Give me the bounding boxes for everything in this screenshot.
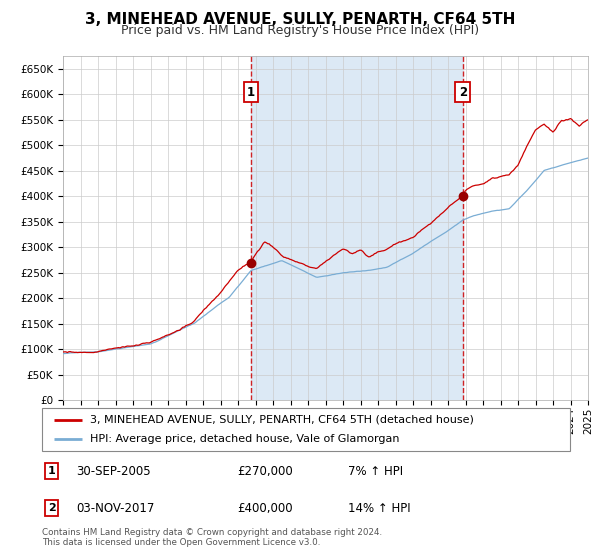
Text: Contains HM Land Registry data © Crown copyright and database right 2024.
This d: Contains HM Land Registry data © Crown c… (42, 528, 382, 547)
Text: 30-SEP-2005: 30-SEP-2005 (76, 465, 151, 478)
Text: 7% ↑ HPI: 7% ↑ HPI (348, 465, 403, 478)
Text: £400,000: £400,000 (238, 502, 293, 515)
Text: 2: 2 (47, 503, 55, 513)
Text: 1: 1 (47, 466, 55, 476)
Text: HPI: Average price, detached house, Vale of Glamorgan: HPI: Average price, detached house, Vale… (89, 434, 399, 444)
Text: 1: 1 (247, 86, 255, 99)
Text: £270,000: £270,000 (238, 465, 293, 478)
Text: 14% ↑ HPI: 14% ↑ HPI (348, 502, 411, 515)
Bar (251, 56, 463, 400)
Text: Price paid vs. HM Land Registry's House Price Index (HPI): Price paid vs. HM Land Registry's House … (121, 24, 479, 37)
Text: 3, MINEHEAD AVENUE, SULLY, PENARTH, CF64 5TH (detached house): 3, MINEHEAD AVENUE, SULLY, PENARTH, CF64… (89, 415, 473, 424)
Text: 2: 2 (458, 86, 467, 99)
Text: 3, MINEHEAD AVENUE, SULLY, PENARTH, CF64 5TH: 3, MINEHEAD AVENUE, SULLY, PENARTH, CF64… (85, 12, 515, 27)
Text: 03-NOV-2017: 03-NOV-2017 (76, 502, 155, 515)
